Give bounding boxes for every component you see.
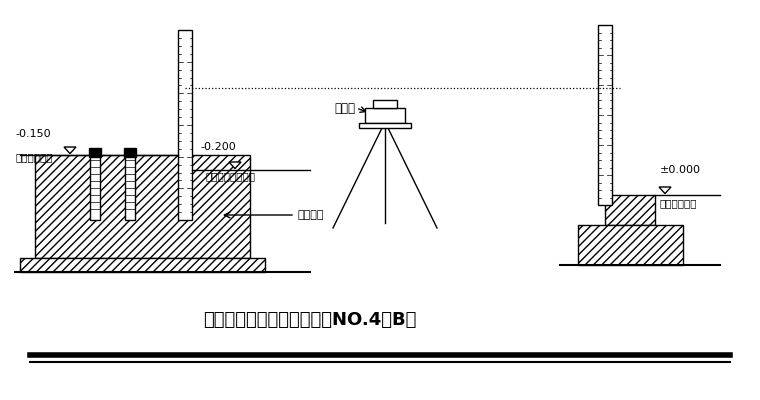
Polygon shape — [64, 147, 76, 154]
Bar — [359, 123, 411, 128]
Bar — [373, 100, 397, 108]
Bar — [35, 155, 250, 258]
Text: （基准标高）: （基准标高） — [660, 198, 698, 208]
Text: ±0.000: ±0.000 — [660, 165, 701, 175]
Text: 钢筋砼柱: 钢筋砼柱 — [298, 210, 325, 220]
Text: 钢柱柱底标高引测示意图（NO.4－B）: 钢柱柱底标高引测示意图（NO.4－B） — [204, 311, 416, 329]
Text: （柱顶标高）: （柱顶标高） — [15, 152, 52, 162]
Text: 水准仪: 水准仪 — [334, 102, 355, 114]
Bar — [20, 258, 265, 272]
Bar — [178, 30, 192, 220]
Bar — [124, 148, 136, 157]
Bar — [365, 108, 405, 123]
Bar — [90, 155, 100, 220]
Bar — [598, 25, 612, 205]
Polygon shape — [659, 187, 671, 194]
Polygon shape — [229, 162, 241, 169]
Bar — [89, 148, 101, 157]
Bar — [605, 195, 655, 225]
Bar — [125, 155, 135, 220]
Bar — [578, 225, 683, 265]
Text: -0.200: -0.200 — [200, 142, 236, 152]
Text: （一次浇筑标高）: （一次浇筑标高） — [205, 171, 255, 181]
Text: -0.150: -0.150 — [15, 129, 51, 139]
